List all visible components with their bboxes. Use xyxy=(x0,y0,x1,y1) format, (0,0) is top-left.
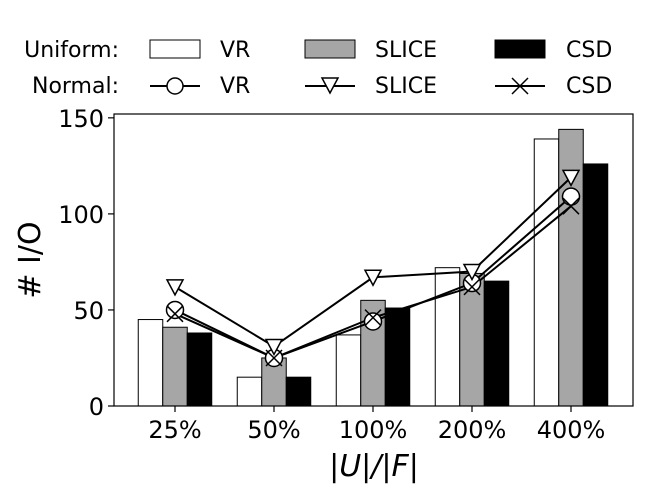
y-tick-label: 100 xyxy=(58,201,104,229)
x-axis-label: |U|/|F| xyxy=(329,449,419,484)
markers-layer xyxy=(165,169,581,368)
marker-slice-200pct xyxy=(462,263,482,282)
bar-csd-200pct xyxy=(483,280,510,407)
bar-slice-200pct xyxy=(459,272,485,407)
y-tick-label: 0 xyxy=(89,393,104,421)
bar-slice-25pct xyxy=(162,326,188,407)
legend-swatch-vr xyxy=(149,39,201,59)
y-tick-label: 150 xyxy=(58,105,104,133)
marker-csd-100pct xyxy=(364,309,382,327)
legend-swatch-slice xyxy=(304,39,356,59)
legend-uniform-csd: CSD xyxy=(566,38,612,63)
legend-uniform-label: Uniform: xyxy=(24,38,119,63)
legend-marker-triangle xyxy=(320,77,340,95)
y-tick-label: 50 xyxy=(73,297,104,325)
marker-vr-400pct xyxy=(561,187,581,206)
marker-slice-400pct xyxy=(561,169,581,187)
bar-csd-400pct xyxy=(582,163,609,407)
bar-vr-25pct xyxy=(137,319,164,407)
legend-normal-label: Normal: xyxy=(32,74,119,99)
legend: Uniform: Normal: VR SLICE CSD VR SLICE C… xyxy=(24,38,612,99)
legend-normal-vr: VR xyxy=(220,74,250,99)
legend-normal-csd: CSD xyxy=(566,74,612,99)
x-axis-ticks: 25% 50% 100% 200% 400% xyxy=(148,406,605,444)
x-tick-label: 400% xyxy=(537,416,606,444)
y-axis-ticks: 0 50 100 150 xyxy=(58,105,114,421)
marker-csd-50pct xyxy=(265,349,283,367)
marker-vr-100pct xyxy=(363,312,383,331)
bar-vr-400pct xyxy=(533,138,560,407)
plot-frame xyxy=(113,113,634,407)
marker-slice-100pct xyxy=(363,269,383,287)
bar-csd-50pct xyxy=(285,376,312,407)
legend-uniform-vr: VR xyxy=(220,38,250,63)
bars-layer xyxy=(137,128,609,407)
x-tick-label: 25% xyxy=(148,416,201,444)
x-tick-label: 200% xyxy=(438,416,507,444)
marker-vr-25pct xyxy=(165,300,185,320)
legend-normal-slice: SLICE xyxy=(375,74,437,99)
bar-csd-100pct xyxy=(384,307,411,407)
marker-slice-50pct xyxy=(264,338,284,357)
bar-csd-25pct xyxy=(186,332,213,407)
bar-vr-100pct xyxy=(335,334,362,407)
bar-vr-50pct xyxy=(236,376,263,407)
marker-slice-25pct xyxy=(165,279,185,297)
x-tick-label: 100% xyxy=(339,416,408,444)
marker-csd-400pct xyxy=(562,197,580,215)
y-axis-label: # I/O xyxy=(13,221,48,298)
legend-marker-circle xyxy=(166,77,184,95)
marker-csd-200pct xyxy=(463,278,481,296)
x-tick-label: 50% xyxy=(247,416,300,444)
legend-marker-x xyxy=(511,77,529,95)
marker-csd-25pct xyxy=(166,305,184,323)
legend-uniform-slice: SLICE xyxy=(375,38,437,63)
legend-swatch-csd xyxy=(494,39,546,59)
